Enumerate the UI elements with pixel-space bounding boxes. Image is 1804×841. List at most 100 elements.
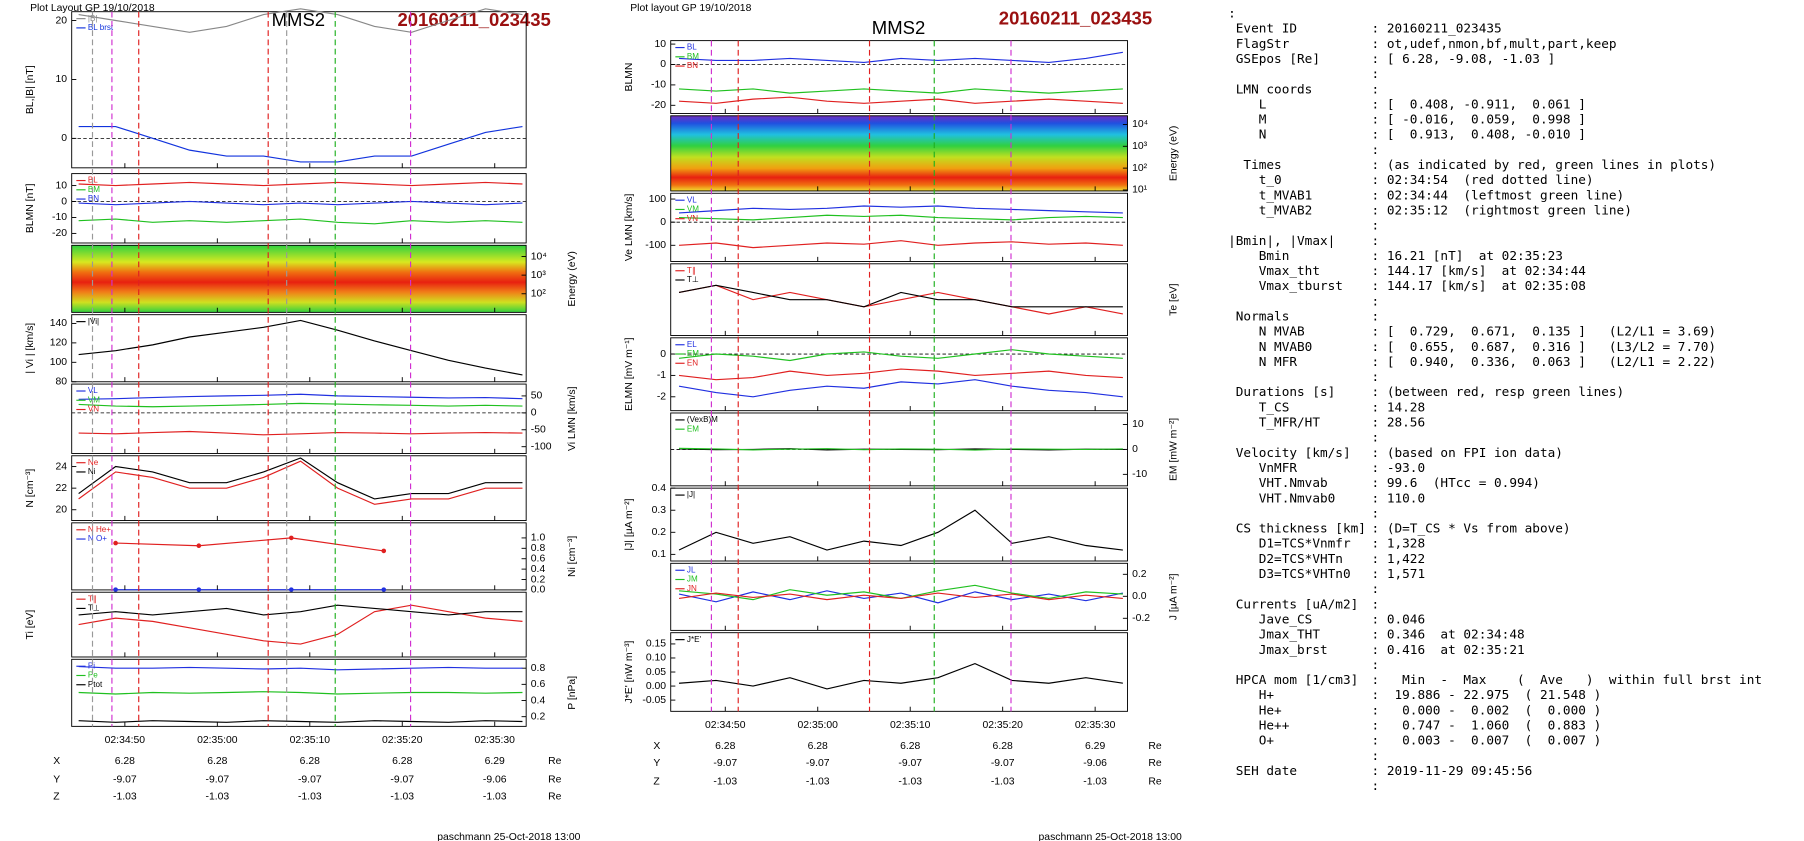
panel-frame <box>670 263 1128 336</box>
info-value: : [ 0.940, 0.336, 0.063 ] (L2/L1 = 2.22) <box>1372 354 1717 369</box>
info-value: : 0.046 <box>1372 611 1426 626</box>
info-label: Currents [uA/m2] <box>1228 596 1358 611</box>
y-axis-label: EM [mW m⁻²] <box>1169 418 1180 481</box>
series-line <box>678 379 1123 398</box>
x-tick-label: 02:34:50 <box>705 720 746 731</box>
position-value: 6.28 <box>993 741 1013 752</box>
y-axis-label: N [cm⁻³] <box>25 469 36 508</box>
position-label: Z <box>53 792 60 803</box>
info-label: D3=TCS*VHTn0 <box>1228 566 1351 581</box>
series-line <box>679 447 1123 451</box>
info-value: : [ 0.729, 0.671, 0.135 ] (L2/L1 = 3.69) <box>1372 324 1717 339</box>
y-tick-label: 1.0 <box>531 533 546 544</box>
panel-frame <box>71 658 527 727</box>
info-value: : <box>1372 596 1380 611</box>
position-value: -1.03 <box>991 777 1015 788</box>
legend-label: JM <box>687 575 698 584</box>
series-line <box>78 430 523 436</box>
info-value: : 02:34:44 (leftmost green line) <box>1372 187 1625 202</box>
info-label: Normals <box>1228 309 1289 324</box>
y-tick-label: 10⁴ <box>531 251 547 262</box>
plot-title: MMS2 <box>272 9 325 30</box>
legend-label: Ni <box>88 467 96 476</box>
panel-frame <box>71 11 527 169</box>
layout-note: Plot layout GP 19/10/2018 <box>630 3 751 14</box>
data-point <box>113 540 118 546</box>
info-value: : ot,udef,nmon,bf,mult,part,keep <box>1372 36 1617 51</box>
x-tick-label: 02:34:50 <box>105 735 146 746</box>
y-tick-label: 20 <box>56 504 68 515</box>
position-value: -9.07 <box>991 758 1015 769</box>
series-line <box>678 368 1123 381</box>
x-tick-label: 02:35:30 <box>1075 720 1116 731</box>
position-value: 6.29 <box>485 756 505 767</box>
y-tick-label: 0.0 <box>531 585 546 596</box>
y-tick-label: -20 <box>52 228 67 239</box>
panel-frame <box>670 337 1128 412</box>
position-value: 6.28 <box>207 756 227 767</box>
y-tick-label: 0.8 <box>531 663 546 674</box>
series-line <box>78 200 523 206</box>
position-value: -1.03 <box>205 792 229 803</box>
series-line <box>678 590 1123 604</box>
info-value: : 02:34:54 (red dotted line) <box>1372 172 1594 187</box>
y-axis-label: Ti [eV] <box>25 610 36 640</box>
y-tick-label: 0 <box>61 133 67 144</box>
y-tick-label: 0.3 <box>652 505 667 516</box>
info-label: Jave_CS <box>1228 611 1312 626</box>
y-tick-label: -0.2 <box>1132 613 1150 624</box>
legend-label: VL <box>88 386 98 395</box>
y-tick-label: 0.4 <box>531 695 546 706</box>
y-axis-label: BLMN <box>624 63 635 92</box>
panel-frame <box>71 314 527 383</box>
x-tick-label: 02:35:00 <box>197 735 238 746</box>
series-line <box>679 205 1123 214</box>
y-tick-label: 0.2 <box>652 527 667 538</box>
y-tick-label: -10 <box>651 80 666 91</box>
y-tick-label: 0.2 <box>531 711 546 722</box>
position-unit: Re <box>1148 758 1162 769</box>
info-label: T_MFR/HT <box>1228 415 1320 430</box>
y-tick-label: 0 <box>531 408 537 419</box>
info-label: Times <box>1228 157 1282 172</box>
info-value: : 1,571 <box>1372 566 1426 581</box>
legend-label: Ne <box>88 458 99 467</box>
info-label: |Bmin|, |Vmax| <box>1228 233 1335 248</box>
position-value: -9.07 <box>806 758 830 769</box>
info-value: : <box>1372 581 1380 596</box>
position-value: -9.07 <box>113 774 137 785</box>
series-line <box>78 181 523 187</box>
series-line <box>678 509 1123 551</box>
layout-note: Plot Layout GP 19/10/2018 <box>30 3 155 14</box>
position-value: 6.28 <box>115 756 135 767</box>
y-tick-label: 0.1 <box>652 549 667 560</box>
spectrogram <box>670 115 1128 191</box>
legend-label: Pe <box>88 671 98 680</box>
data-point <box>196 587 202 592</box>
legend-label: VN <box>88 405 99 414</box>
panel-frame <box>71 522 527 591</box>
legend-label: EM <box>687 349 699 358</box>
legend-label: EN <box>687 358 698 367</box>
info-value: : <box>1372 66 1380 81</box>
event-id: 20160211_023435 <box>999 8 1152 29</box>
panel-frame <box>71 244 527 313</box>
x-tick-label: 02:35:20 <box>982 720 1023 731</box>
info-value: : 144.17 [km/s] at 02:34:44 <box>1372 263 1587 278</box>
position-value: -9.06 <box>1083 758 1107 769</box>
data-point <box>196 543 202 549</box>
info-value: : 2019-11-29 09:45:56 <box>1372 763 1533 778</box>
position-value: -1.03 <box>113 792 137 803</box>
x-tick-label: 02:35:20 <box>382 735 423 746</box>
info-label: t_MVAB2 <box>1228 202 1312 217</box>
y-tick-label: 20 <box>56 15 68 26</box>
info-value: : <box>1372 748 1380 763</box>
panel-frame <box>71 173 527 244</box>
info-value: : 0.003 - 0.007 ( 0.007 ) <box>1372 733 1602 748</box>
series-line <box>78 218 523 225</box>
position-value: -9.06 <box>483 774 507 785</box>
info-label: LMN coords <box>1228 81 1312 96</box>
legend-label: (VexB)M <box>687 415 718 424</box>
y-axis-label: Energy (eV) <box>1169 126 1180 181</box>
